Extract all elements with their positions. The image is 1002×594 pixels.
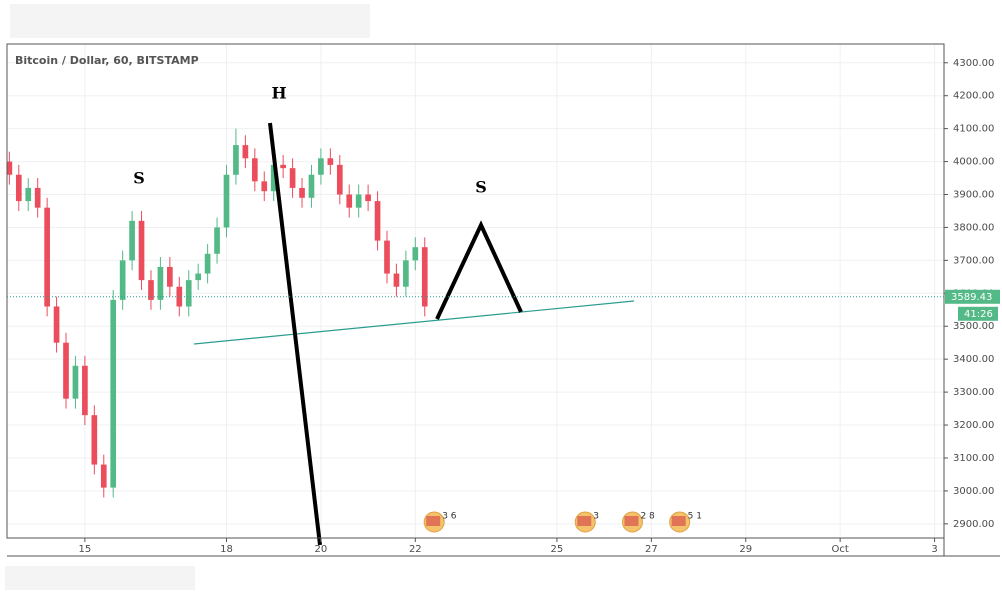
countdown-badge [958,306,998,321]
candle-body [289,168,296,188]
y-tick-label: 4200.00 [953,91,994,102]
candle-body [157,266,164,300]
x-tick-label: 29 [739,544,752,555]
x-tick-label: 15 [79,544,92,555]
candle-body [346,194,353,208]
candle-body [374,201,381,241]
y-tick-label: 3300.00 [953,387,994,398]
candle-body [365,194,371,202]
price-label: 3589.43 [951,292,992,303]
y-tick-label: 3100.00 [953,453,994,464]
event-flag [624,516,639,526]
candle-body [204,253,211,274]
trend-line [193,300,635,345]
candle-body [233,145,239,175]
candle-body [242,145,249,159]
price-badge [945,289,1000,304]
blur-bar [5,566,195,590]
candle-body [251,158,258,182]
candle-body [148,280,154,300]
candle-body [318,158,324,175]
annotation: S [475,178,487,197]
candle-body [63,342,69,399]
candle-body [393,273,400,287]
candle-body [119,260,126,300]
y-tick-label: 3800.00 [953,222,994,233]
x-tick-label: 27 [645,544,658,555]
y-tick-label: 3500.00 [953,321,994,332]
candle-body [421,247,428,307]
candle-body [110,299,117,488]
candle-body [403,260,409,287]
y-tick-label: 3400.00 [953,354,994,365]
candle-body [129,220,135,261]
candle-body [138,220,145,281]
candle-body [223,174,230,228]
y-tick-label: 3200.00 [953,420,994,431]
candle-body [100,464,107,488]
candle-body [15,174,22,202]
candle-body [6,161,13,175]
blur-bar [10,4,370,38]
x-tick-label: 20 [315,544,328,555]
chart-title: Bitcoin / Dollar, 60, BITSTAMP [15,54,199,67]
candle-body [384,240,390,274]
event-flag [426,516,441,526]
y-tick-label: 4000.00 [953,157,994,168]
candle-body [185,280,192,307]
y-tick-label: 4100.00 [953,124,994,135]
candle-body [412,247,419,261]
candle-body [53,306,60,343]
candles [6,128,428,498]
candle-body [91,415,98,465]
candle-body [25,187,32,202]
y-tick-label: 2900.00 [953,519,994,530]
candle-body [355,194,362,208]
candle-body [270,164,277,192]
candle-body [214,227,220,254]
candle-body [34,187,41,208]
candle-body [327,158,334,165]
x-tick-label: 3 [931,544,937,555]
event-label: 3 6 [442,512,457,522]
candle-body [72,365,79,399]
event-label: 2 8 [640,512,655,522]
x-tick-label: Oct [832,544,849,555]
x-tick-label: 22 [409,544,422,555]
annotation: H [271,84,286,103]
candle-body [280,164,286,169]
event-label: 5 1 [688,512,702,522]
candle-body [176,286,183,307]
candle-body [261,181,268,192]
candle-body [167,266,173,287]
x-tick-label: 18 [220,544,233,555]
drawn-line [268,122,322,546]
y-tick-label: 3700.00 [953,255,994,266]
y-tick-label: 3900.00 [953,190,994,201]
event-flag [671,516,686,526]
x-tick-label: 25 [551,544,564,555]
y-tick-label: 3000.00 [953,486,994,497]
candle-body [299,187,305,198]
y-tick-label: 4300.00 [953,58,994,69]
candle-body [195,273,202,281]
event-flag [577,516,592,526]
candle-body [336,164,343,195]
drawn-zigzag [435,220,523,320]
annotation: S [133,169,145,188]
event-label: 3 [593,512,599,522]
candle-body [82,365,88,416]
candle-body [308,174,315,198]
countdown-label: 41:26 [964,309,993,320]
candle-body [44,207,50,307]
